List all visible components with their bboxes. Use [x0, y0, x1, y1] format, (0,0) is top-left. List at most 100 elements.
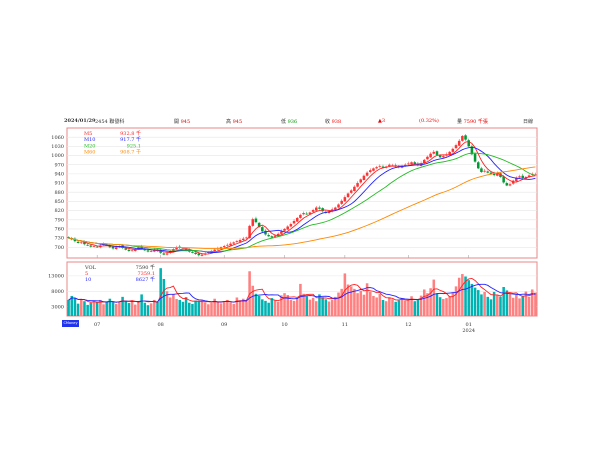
candle-up: [343, 197, 347, 202]
header-stock: 2454 聯發科: [95, 119, 125, 125]
candle-up: [362, 175, 366, 180]
x-tick-label: 10: [281, 322, 287, 328]
volume-bar: [445, 298, 448, 316]
price-panel: [66, 127, 538, 259]
volume-bar: [464, 276, 467, 316]
candle-up: [518, 176, 521, 178]
volume-bar: [235, 297, 239, 316]
volume-bar: [426, 293, 429, 316]
ma-legend-name: M20: [84, 143, 95, 149]
volume-bar: [229, 302, 232, 316]
volume-bar: [73, 298, 77, 316]
volume-bar: [70, 295, 74, 316]
volume-bar: [375, 297, 378, 316]
volume-bar: [311, 297, 315, 316]
price-tick-label: 910: [54, 181, 64, 187]
candle-down: [318, 207, 321, 209]
volume-bar: [505, 290, 509, 316]
volume-bar: [210, 303, 213, 316]
volume-bar: [118, 301, 121, 316]
candle-up: [238, 239, 242, 242]
volume-bar: [518, 298, 521, 316]
volume-bar: [149, 303, 153, 316]
high-label: 高: [226, 119, 232, 125]
candle-up: [369, 170, 372, 173]
candle-down: [261, 227, 264, 232]
period-label[interactable]: 日線: [523, 119, 534, 125]
volume-bar: [168, 297, 172, 316]
volume-bar: [114, 303, 118, 316]
volume-bar: [216, 301, 220, 316]
ma-legend-value: 932.8 千: [120, 130, 141, 137]
candle-up: [315, 207, 318, 211]
candle-down: [499, 173, 502, 177]
candle-up: [359, 179, 363, 183]
candle-down: [254, 218, 258, 223]
cmoney-logo: CMoney: [62, 320, 79, 327]
volume-bar: [105, 301, 108, 316]
volume-bar: [197, 301, 201, 316]
candle-down: [191, 252, 194, 253]
volume-tick-label: 3000: [51, 304, 64, 310]
candle-up: [422, 159, 426, 164]
volume-bar: [273, 299, 277, 316]
candle-up: [149, 250, 153, 252]
candle-down: [124, 248, 128, 250]
volume-bar: [467, 280, 470, 316]
price-tick-label: 1030: [51, 144, 64, 150]
header-high: 高 945: [226, 118, 242, 125]
volume-bar: [318, 294, 321, 316]
candle-up: [327, 211, 331, 214]
volume-bar: [305, 296, 309, 316]
volume-bar: [245, 301, 248, 316]
candle-up: [426, 156, 429, 160]
candle-up: [248, 225, 251, 239]
volume-bar: [315, 301, 318, 316]
candle-down: [162, 253, 166, 255]
volume-bar: [92, 300, 96, 316]
volume-bar: [527, 296, 531, 316]
candle-up: [165, 253, 169, 255]
volume-bar: [442, 299, 445, 316]
volume-bar: [257, 295, 261, 316]
candle-up: [286, 226, 289, 230]
candle-up: [235, 241, 239, 242]
volume-bar: [534, 292, 537, 316]
candle-down: [140, 246, 143, 249]
volume-bar: [175, 299, 178, 316]
volume-bar: [289, 299, 293, 316]
volume-bar: [499, 296, 502, 316]
volume-bar: [222, 301, 226, 316]
candle-down: [480, 168, 483, 173]
volume-bar: [286, 295, 289, 316]
candle-down: [89, 245, 93, 247]
candle-down: [264, 230, 267, 235]
volume-bar: [241, 298, 245, 316]
x-tick-label: 09: [221, 322, 227, 328]
candle-down: [95, 246, 99, 248]
x-tick-label: 12: [405, 322, 411, 328]
candle-down: [464, 135, 467, 140]
candle-up: [299, 214, 302, 218]
volume-bar: [140, 294, 143, 316]
volume-bar: [359, 290, 363, 316]
candle-down: [257, 222, 261, 228]
volume-bar: [95, 302, 99, 316]
ma-legend-name: M60: [84, 150, 95, 156]
candle-up: [92, 246, 96, 247]
header-close: 收 938: [325, 118, 341, 125]
volume-bar: [429, 288, 432, 316]
volume-bar: [207, 304, 210, 316]
candle-up: [356, 183, 359, 187]
volume-bar: [515, 295, 518, 316]
volume-bar: [76, 303, 80, 316]
volume-label: 量: [457, 119, 463, 125]
volume-bar: [261, 299, 264, 316]
volume-bar: [102, 304, 105, 316]
volume-bar: [476, 290, 480, 316]
candle-up: [461, 135, 464, 141]
volume-bar: [480, 294, 483, 316]
vol-legend-value: 8627 千: [136, 276, 155, 283]
price-tick-label: 880: [54, 190, 64, 196]
candle-down: [127, 249, 131, 251]
